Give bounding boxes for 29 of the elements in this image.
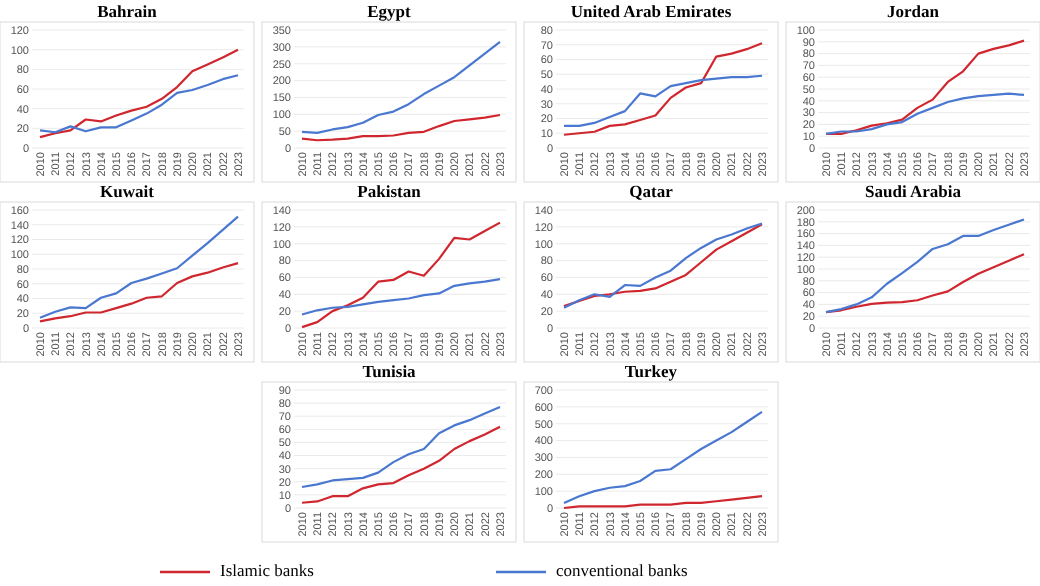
chart-title: Bahrain [97,1,158,21]
line-series [38,48,240,139]
line-series [38,215,240,319]
line-series [300,40,502,134]
chart-title: Turkey [624,361,679,381]
chart-title: Tunisia [362,361,418,381]
line-series [562,74,764,127]
chart-title: Pakistan [357,181,422,201]
chart-title: Saudi Arabia [865,181,963,201]
line-series [300,278,502,316]
line-series [824,218,1026,314]
chart-title: Egypt [367,1,412,21]
line-series [562,42,764,136]
chart-title: United Arab Emirates [570,1,733,21]
chart-title: Kuwait [100,181,155,201]
line-series [824,92,1026,135]
line-series [824,39,1026,135]
line-series [824,253,1026,314]
chart-title: Qatar [629,181,674,201]
chart-title: Jordan [887,1,940,21]
line-series [300,113,502,142]
line-series [38,74,240,134]
line-series [300,405,502,489]
legend-label: Islamic banks [220,560,314,580]
line-series [562,410,764,505]
line-series [300,425,502,504]
line-series [300,221,502,329]
legend-label: conventional banks [556,560,688,580]
line-series [38,262,240,323]
